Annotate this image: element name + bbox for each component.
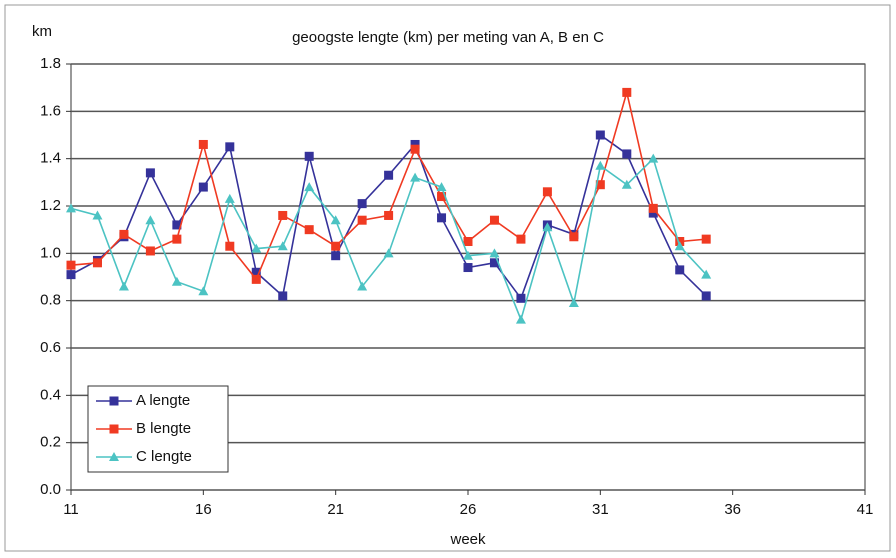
marker xyxy=(171,276,182,286)
y-tick-label: 0.8 xyxy=(40,292,61,309)
marker xyxy=(118,281,129,291)
marker xyxy=(437,213,447,223)
marker xyxy=(251,274,261,284)
marker xyxy=(648,203,658,213)
marker xyxy=(109,452,119,461)
marker xyxy=(278,291,288,301)
marker xyxy=(410,144,420,154)
marker xyxy=(109,396,119,406)
marker xyxy=(66,260,76,270)
y-tick-label: 0.2 xyxy=(40,434,61,451)
y-tick-label: 1.8 xyxy=(40,55,61,72)
marker xyxy=(383,248,394,258)
marker xyxy=(595,180,605,190)
marker xyxy=(569,232,579,242)
marker xyxy=(145,168,155,178)
legend-label: A lengte xyxy=(136,392,190,409)
marker xyxy=(648,153,659,163)
marker xyxy=(278,210,288,220)
y-axis-label: km xyxy=(32,23,52,40)
marker xyxy=(172,220,182,230)
chart-title: geoogste lengte (km) per meting van A, B… xyxy=(292,29,604,46)
marker xyxy=(489,248,500,258)
legend-label: C lengte xyxy=(136,448,192,465)
marker xyxy=(145,246,155,256)
marker xyxy=(357,199,367,209)
marker xyxy=(304,151,314,161)
marker xyxy=(225,241,235,251)
marker xyxy=(701,234,711,244)
marker xyxy=(437,192,447,202)
marker xyxy=(489,215,499,225)
x-axis-label: week xyxy=(449,531,486,548)
y-tick-label: 1.2 xyxy=(40,197,61,214)
marker xyxy=(463,237,473,246)
marker xyxy=(489,258,499,268)
marker xyxy=(92,210,103,220)
marker xyxy=(674,241,685,251)
marker xyxy=(251,267,261,277)
marker xyxy=(384,170,394,180)
legend-label: B lengte xyxy=(136,420,191,437)
x-tick-label: 11 xyxy=(63,501,79,518)
marker xyxy=(331,241,341,251)
marker xyxy=(595,160,606,170)
marker xyxy=(66,203,76,213)
marker xyxy=(384,210,394,220)
x-tick-label: 26 xyxy=(460,501,477,518)
marker xyxy=(542,222,553,232)
y-tick-label: 1.6 xyxy=(40,102,61,119)
y-tick-label: 0.4 xyxy=(40,386,61,403)
x-tick-label: 31 xyxy=(592,501,609,518)
marker xyxy=(410,139,420,149)
marker xyxy=(66,270,76,280)
y-tick-label: 0.6 xyxy=(40,339,61,356)
marker xyxy=(463,263,473,273)
marker xyxy=(622,149,632,159)
marker xyxy=(198,286,209,296)
marker xyxy=(357,281,368,291)
marker xyxy=(198,182,208,192)
x-tick-label: 36 xyxy=(724,501,741,518)
marker xyxy=(621,179,632,189)
marker xyxy=(224,193,235,203)
marker xyxy=(701,291,711,301)
marker xyxy=(277,241,288,251)
marker xyxy=(119,229,129,239)
marker xyxy=(330,215,341,225)
marker xyxy=(595,130,605,140)
marker xyxy=(304,225,314,235)
x-tick-label: 21 xyxy=(327,501,344,518)
x-tick-label: 16 xyxy=(195,501,212,518)
marker xyxy=(701,269,712,279)
y-tick-label: 1.0 xyxy=(40,244,61,261)
marker xyxy=(251,243,262,253)
marker xyxy=(675,265,685,275)
marker xyxy=(145,215,156,225)
marker xyxy=(463,250,473,260)
marker xyxy=(515,314,526,324)
marker xyxy=(304,182,315,192)
marker xyxy=(622,87,632,97)
marker xyxy=(648,208,658,218)
marker xyxy=(436,182,447,192)
marker xyxy=(542,187,552,197)
marker xyxy=(198,139,208,149)
marker xyxy=(516,234,526,244)
y-tick-label: 0.0 xyxy=(40,481,61,498)
x-tick-label: 41 xyxy=(857,501,874,518)
marker xyxy=(410,172,421,182)
marker xyxy=(357,215,367,225)
marker xyxy=(92,258,102,268)
marker xyxy=(331,251,341,261)
y-tick-label: 1.4 xyxy=(40,150,61,167)
marker xyxy=(568,298,579,308)
marker xyxy=(172,234,182,244)
marker xyxy=(109,424,119,434)
marker xyxy=(225,142,235,152)
marker xyxy=(516,293,526,303)
